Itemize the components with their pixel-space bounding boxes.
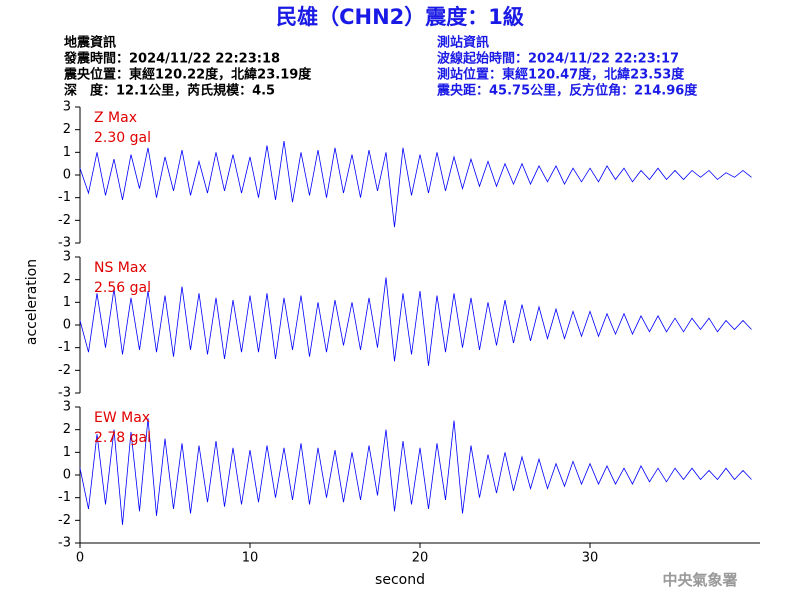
y-tick-label: 2 [63, 422, 71, 437]
y-tick-label: 1 [63, 295, 71, 310]
station-line: 震央距：45.75公里，反方位角：214.96度 [436, 83, 698, 99]
max-value: 2.78 gal [94, 430, 151, 446]
station-line: 測站位置：東經120.47度，北緯23.53度 [437, 67, 685, 83]
x-tick-label: 30 [582, 551, 599, 566]
max-value: 2.56 gal [94, 280, 151, 296]
station-line: 測站資訊 [437, 35, 489, 51]
x-tick-label: 10 [242, 551, 259, 566]
station-line: 波線起始時間：2024/11/22 22:23:17 [437, 51, 679, 67]
y-tick-label: 3 [63, 400, 71, 415]
x-axis-label: second [375, 572, 425, 588]
y-tick-label: 2 [63, 272, 71, 287]
info-line: 地震資訊 [64, 35, 116, 51]
info-line: 深 度：12.1公里，芮氏規模：4.5 [64, 83, 275, 99]
y-tick-label: -3 [58, 536, 71, 551]
y-tick-label: 1 [63, 145, 71, 160]
waveform [79, 140, 752, 228]
y-tick-label: 1 [63, 445, 71, 460]
y-tick-label: 3 [63, 100, 71, 115]
x-tick-label: 20 [412, 551, 429, 566]
max-label: NS Max [94, 260, 147, 276]
y-tick-label: -1 [58, 490, 71, 505]
y-tick-label: 0 [63, 468, 71, 483]
y-tick-label: 0 [63, 168, 71, 183]
y-tick-label: -1 [58, 190, 71, 205]
info-line: 發震時間：2024/11/22 22:23:18 [63, 51, 280, 67]
waveform [79, 418, 752, 525]
y-tick-label: -2 [58, 513, 71, 528]
x-tick-label: 0 [76, 551, 84, 566]
max-value: 2.30 gal [94, 130, 151, 146]
max-label: EW Max [94, 410, 150, 426]
waveform [79, 277, 752, 366]
y-tick-label: -2 [58, 363, 71, 378]
info-line: 震央位置：東經120.22度，北緯23.19度 [63, 67, 312, 83]
y-axis-label: acceleration [24, 259, 40, 345]
y-tick-label: 3 [63, 250, 71, 265]
y-tick-label: -2 [58, 213, 71, 228]
y-tick-label: -1 [58, 340, 71, 355]
footer-credit: 中央氣象署 [662, 571, 737, 589]
max-label: Z Max [94, 110, 137, 126]
y-tick-label: -3 [58, 386, 71, 401]
y-tick-label: 2 [63, 122, 71, 137]
chart-title: 民雄（CHN2）震度：1級 [276, 5, 524, 29]
y-tick-label: -3 [58, 236, 71, 251]
y-tick-label: 0 [63, 318, 71, 333]
